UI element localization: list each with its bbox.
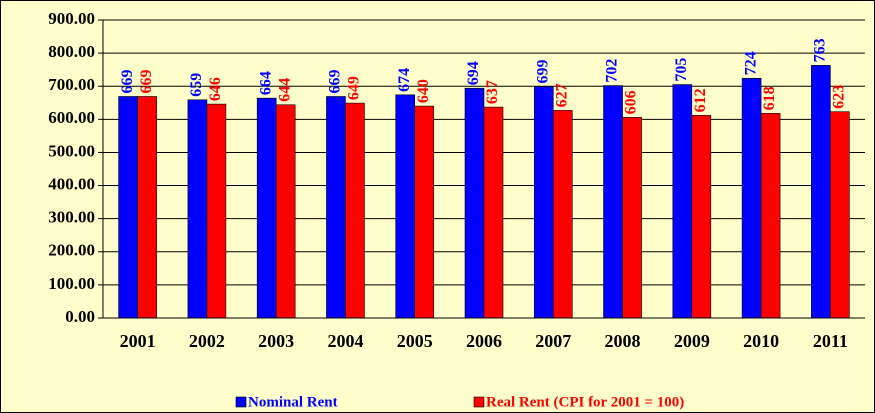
bar	[741, 77, 762, 319]
data-label: 606	[623, 90, 640, 114]
data-label: 763	[812, 38, 829, 62]
x-tick-label: 2001	[120, 331, 156, 351]
legend-swatch	[235, 396, 247, 408]
x-tick-label: 2004	[327, 331, 363, 351]
bar	[118, 96, 138, 319]
data-label: 618	[761, 86, 778, 110]
bar	[187, 99, 208, 319]
data-label: 705	[673, 58, 690, 82]
x-tick-label: 2006	[466, 331, 502, 351]
data-label: 659	[188, 73, 205, 97]
x-tick-label: 2003	[258, 331, 294, 351]
y-tick-label: 900.00	[48, 9, 95, 28]
x-tick-label: 2009	[674, 331, 710, 351]
y-tick-label: 0.00	[65, 307, 95, 326]
data-label: 669	[138, 69, 155, 93]
bar	[275, 104, 296, 319]
data-label: 640	[415, 79, 432, 103]
data-label: 664	[257, 71, 274, 95]
data-label: 627	[553, 83, 570, 107]
bar	[464, 87, 485, 319]
data-label: 612	[692, 88, 709, 112]
bar	[603, 85, 623, 319]
bar	[533, 86, 554, 319]
data-label: 702	[604, 59, 621, 83]
y-tick-label: 600.00	[48, 108, 95, 127]
y-tick-label: 100.00	[48, 274, 95, 293]
data-label: 694	[465, 61, 482, 85]
data-label: 646	[207, 77, 224, 101]
bar	[395, 94, 416, 319]
data-label: 623	[831, 85, 848, 109]
x-tick-label: 2002	[189, 331, 225, 351]
bar	[811, 65, 831, 319]
data-label: 669	[119, 69, 136, 93]
x-tick-label: 2008	[605, 331, 641, 351]
data-label: 699	[534, 60, 551, 84]
bar	[483, 106, 504, 319]
y-tick-label: 700.00	[48, 75, 95, 94]
y-tick-label: 300.00	[48, 208, 95, 227]
y-tick-label: 500.00	[48, 141, 95, 160]
data-label: 649	[346, 76, 363, 100]
data-label: 644	[276, 78, 293, 102]
bar	[830, 111, 850, 319]
bar	[345, 102, 365, 319]
bar	[552, 110, 573, 319]
y-tick-label: 800.00	[48, 42, 95, 61]
y-tick-label: 400.00	[48, 174, 95, 193]
bar	[691, 115, 712, 319]
bar	[256, 97, 277, 319]
x-tick-label: 2011	[813, 331, 848, 351]
bar	[326, 96, 346, 319]
x-tick-label: 2010	[743, 331, 779, 351]
x-tick-label: 2007	[535, 331, 571, 351]
legend-label: Real Rent (CPI for 2001 = 100)	[486, 394, 684, 410]
bar	[137, 96, 157, 319]
bar	[414, 105, 435, 319]
bar	[760, 113, 781, 319]
data-label: 637	[484, 80, 501, 104]
x-tick-label: 2005	[397, 331, 433, 351]
bar	[206, 103, 227, 319]
legend-label: Nominal Rent	[248, 394, 338, 410]
y-tick-label: 200.00	[48, 241, 95, 260]
bar	[672, 84, 693, 319]
legend-swatch	[473, 396, 485, 408]
data-label: 724	[742, 51, 759, 75]
data-label: 674	[396, 68, 413, 92]
bar	[622, 117, 642, 319]
data-label: 669	[327, 69, 344, 93]
